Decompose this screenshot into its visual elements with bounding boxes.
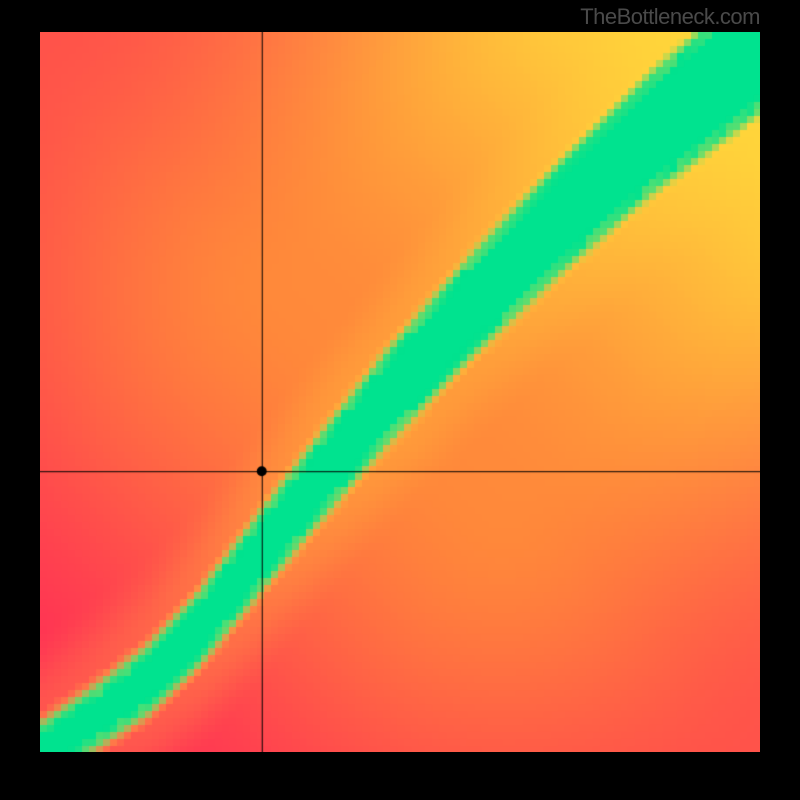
bottleneck-heatmap (40, 32, 760, 752)
heatmap-canvas (40, 32, 760, 752)
watermark-text: TheBottleneck.com (580, 4, 760, 30)
